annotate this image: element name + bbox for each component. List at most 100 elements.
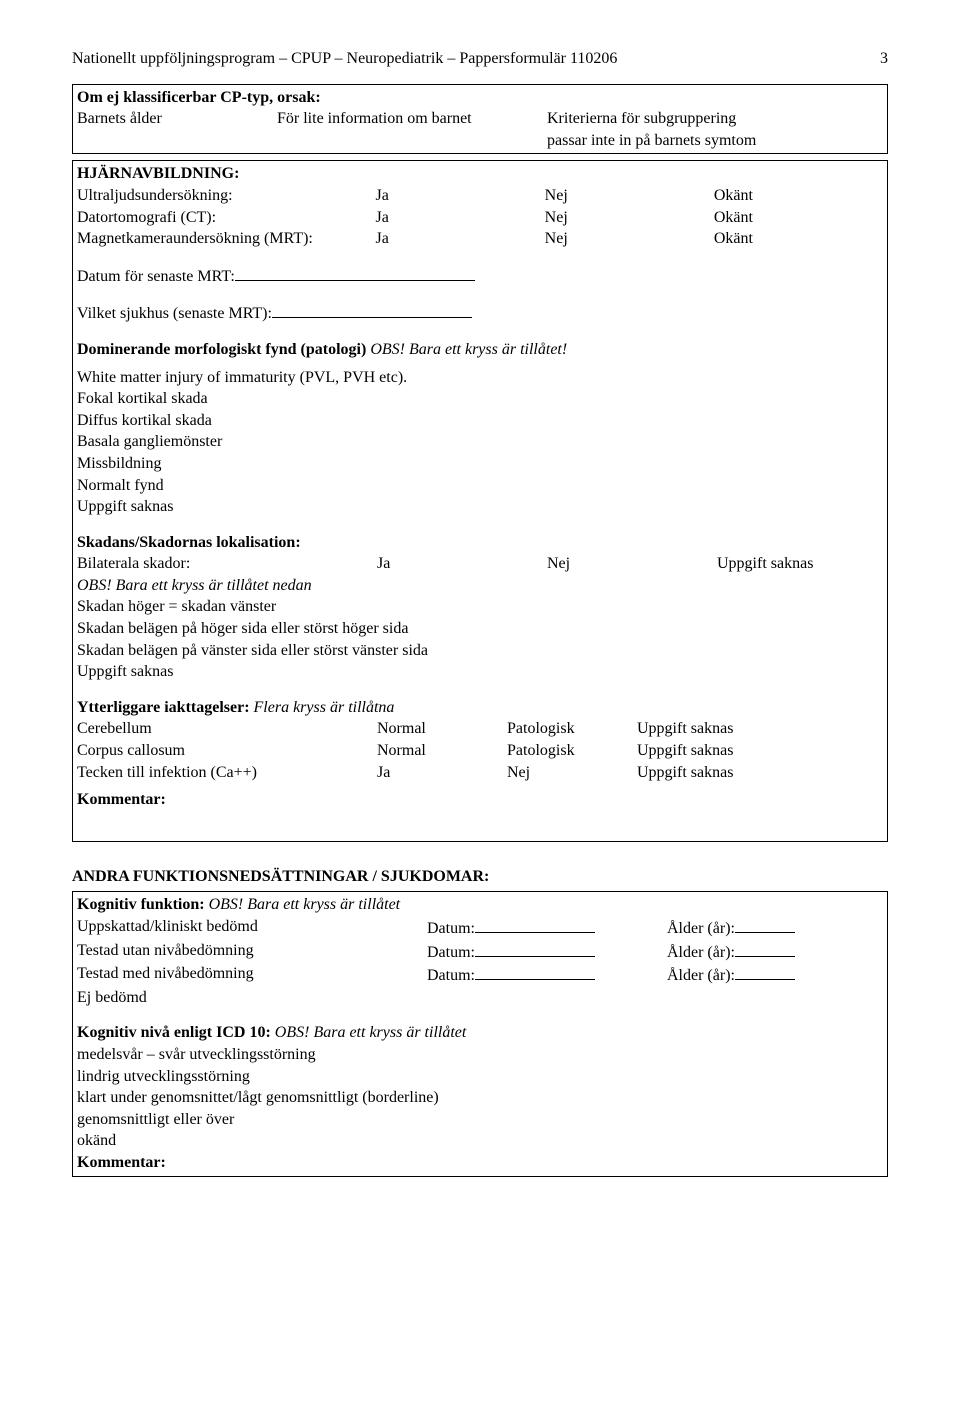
cp-reason-age[interactable]: Barnets ålder bbox=[77, 108, 277, 151]
ultrasound-okant[interactable]: Okänt bbox=[714, 185, 883, 207]
corpus-patologisk[interactable]: Patologisk bbox=[507, 740, 637, 762]
brain-imaging-heading: HJÄRNAVBILDNING: bbox=[77, 163, 883, 185]
brain-imaging-comment-label: Kommentar: bbox=[77, 789, 883, 811]
other-dysfunctions-heading: ANDRA FUNKTIONSNEDSÄTTNINGAR / SJUKDOMAR… bbox=[72, 866, 888, 888]
page-number: 3 bbox=[880, 48, 888, 70]
morphology-option-5[interactable]: Normalt fynd bbox=[77, 475, 883, 497]
row-bilateral: Bilaterala skador: Ja Nej Uppgift saknas bbox=[77, 553, 883, 575]
cp-reason-criteria-line2: passar inte in på barnets symtom bbox=[547, 130, 883, 152]
ct-label: Datortomografi (CT): bbox=[77, 207, 376, 229]
cog-r1-label[interactable]: Uppskattad/kliniskt bedömd bbox=[77, 916, 427, 940]
bilateral-nej[interactable]: Nej bbox=[547, 553, 717, 575]
corpus-normal[interactable]: Normal bbox=[377, 740, 507, 762]
latest-mrt-date-row: Datum för senaste MRT: bbox=[77, 264, 883, 288]
icd-option-1[interactable]: lindrig utvecklingsstörning bbox=[77, 1066, 883, 1088]
morphology-options-list: White matter injury of immaturity (PVL, … bbox=[77, 367, 883, 518]
obs-one-below: OBS! Bara ett kryss är tillåtet nedan bbox=[77, 575, 883, 597]
morphology-option-0[interactable]: White matter injury of immaturity (PVL, … bbox=[77, 367, 883, 389]
cerebellum-patologisk[interactable]: Patologisk bbox=[507, 718, 637, 740]
bilateral-uppgift[interactable]: Uppgift saknas bbox=[717, 553, 813, 575]
morphology-heading: Dominerande morfologiskt fynd (patologi) bbox=[77, 341, 370, 358]
further-heading-row: Ytterliggare iakttagelser: Flera kryss ä… bbox=[77, 697, 883, 719]
ultrasound-nej[interactable]: Nej bbox=[545, 185, 714, 207]
cp-heading: Om ej klassificerbar CP-typ, orsak: bbox=[77, 87, 883, 109]
cog-r1-datum-label: Datum: bbox=[427, 920, 475, 937]
brain-imaging-box: HJÄRNAVBILDNING: Ultraljudsundersökning:… bbox=[72, 160, 888, 841]
morphology-heading-row: Dominerande morfologiskt fynd (patologi)… bbox=[77, 339, 883, 361]
mrt-nej[interactable]: Nej bbox=[545, 228, 714, 250]
cognitive-comment-label: Kommentar: bbox=[77, 1152, 883, 1174]
infection-nej[interactable]: Nej bbox=[507, 762, 637, 784]
mrt-okant[interactable]: Okänt bbox=[714, 228, 883, 250]
location-option-1[interactable]: Skadan belägen på höger sida eller störs… bbox=[77, 618, 883, 640]
morphology-option-2[interactable]: Diffus kortikal skada bbox=[77, 410, 883, 432]
cog-row-2: Testad utan nivåbedömning Datum: Ålder (… bbox=[77, 940, 883, 964]
cog-r3-label[interactable]: Testad med nivåbedömning bbox=[77, 963, 427, 987]
latest-mrt-date-input[interactable] bbox=[235, 264, 475, 281]
row-ultrasound: Ultraljudsundersökning: Ja Nej Okänt bbox=[77, 185, 883, 207]
location-option-0[interactable]: Skadan höger = skadan vänster bbox=[77, 596, 883, 618]
location-option-2[interactable]: Skadan belägen på vänster sida eller stö… bbox=[77, 640, 883, 662]
cog-r1-alder-input[interactable] bbox=[735, 916, 795, 933]
cognitive-box: Kognitiv funktion: OBS! Bara ett kryss ä… bbox=[72, 891, 888, 1176]
cp-reason-little-info[interactable]: För lite information om barnet bbox=[277, 108, 547, 151]
page-header: Nationellt uppföljningsprogram – CPUP – … bbox=[72, 48, 888, 70]
cerebellum-normal[interactable]: Normal bbox=[377, 718, 507, 740]
morphology-option-3[interactable]: Basala gangliemönster bbox=[77, 431, 883, 453]
row-corpus: Corpus callosum Normal Patologisk Uppgif… bbox=[77, 740, 883, 762]
latest-mrt-hospital-input[interactable] bbox=[272, 301, 472, 318]
location-option-3[interactable]: Uppgift saknas bbox=[77, 661, 883, 683]
row-cerebellum: Cerebellum Normal Patologisk Uppgift sak… bbox=[77, 718, 883, 740]
latest-mrt-hospital-row: Vilket sjukhus (senaste MRT): bbox=[77, 301, 883, 325]
cerebellum-uppgift[interactable]: Uppgift saknas bbox=[637, 718, 733, 740]
cog-r4-label[interactable]: Ej bedömd bbox=[77, 987, 883, 1009]
cp-reasons-row: Barnets ålder För lite information om ba… bbox=[77, 108, 883, 151]
cog-row-3: Testad med nivåbedömning Datum: Ålder (å… bbox=[77, 963, 883, 987]
further-heading: Ytterliggare iakttagelser: bbox=[77, 699, 254, 716]
cog-r3-datum-label: Datum: bbox=[427, 967, 475, 984]
mrt-ja[interactable]: Ja bbox=[376, 228, 545, 250]
cog-r1-datum-input[interactable] bbox=[475, 916, 595, 933]
ct-ja[interactable]: Ja bbox=[376, 207, 545, 229]
cog-r2-alder-label: Ålder (år): bbox=[667, 944, 735, 961]
cog-r2-label[interactable]: Testad utan nivåbedömning bbox=[77, 940, 427, 964]
row-mrt: Magnetkameraundersökning (MRT): Ja Nej O… bbox=[77, 228, 883, 250]
morphology-option-1[interactable]: Fokal kortikal skada bbox=[77, 388, 883, 410]
infection-uppgift[interactable]: Uppgift saknas bbox=[637, 762, 733, 784]
further-obs: Flera kryss är tillåtna bbox=[254, 699, 395, 716]
corpus-uppgift[interactable]: Uppgift saknas bbox=[637, 740, 733, 762]
morphology-option-4[interactable]: Missbildning bbox=[77, 453, 883, 475]
row-ct: Datortomografi (CT): Ja Nej Okänt bbox=[77, 207, 883, 229]
cog-r2-datum-label: Datum: bbox=[427, 944, 475, 961]
icd-heading-row: Kognitiv nivå enligt ICD 10: OBS! Bara e… bbox=[77, 1022, 883, 1044]
latest-mrt-date-label: Datum för senaste MRT: bbox=[77, 268, 235, 285]
icd-option-0[interactable]: medelsvår – svår utvecklingsstörning bbox=[77, 1044, 883, 1066]
icd-option-3[interactable]: genomsnittligt eller över bbox=[77, 1109, 883, 1131]
cog-r1-alder-label: Ålder (år): bbox=[667, 920, 735, 937]
icd-option-4[interactable]: okänd bbox=[77, 1130, 883, 1152]
header-title: Nationellt uppföljningsprogram – CPUP – … bbox=[72, 48, 617, 70]
cerebellum-label: Cerebellum bbox=[77, 718, 377, 740]
cognitive-heading-row: Kognitiv funktion: OBS! Bara ett kryss ä… bbox=[77, 894, 883, 916]
morphology-option-6[interactable]: Uppgift saknas bbox=[77, 496, 883, 518]
bilateral-label: Bilaterala skador: bbox=[77, 553, 377, 575]
ultrasound-ja[interactable]: Ja bbox=[376, 185, 545, 207]
icd-obs: OBS! Bara ett kryss är tillåtet bbox=[275, 1024, 467, 1041]
bilateral-ja[interactable]: Ja bbox=[377, 553, 547, 575]
cog-r2-datum-input[interactable] bbox=[475, 940, 595, 957]
ct-nej[interactable]: Nej bbox=[545, 207, 714, 229]
cog-r3-alder-input[interactable] bbox=[735, 963, 795, 980]
cog-r3-datum-input[interactable] bbox=[475, 963, 595, 980]
corpus-label: Corpus callosum bbox=[77, 740, 377, 762]
cog-r3-alder-label: Ålder (år): bbox=[667, 967, 735, 984]
icd-option-2[interactable]: klart under genomsnittet/lågt genomsnitt… bbox=[77, 1087, 883, 1109]
ct-okant[interactable]: Okänt bbox=[714, 207, 883, 229]
icd-options-list: medelsvår – svår utvecklingsstörninglind… bbox=[77, 1044, 883, 1152]
morphology-obs: OBS! Bara ett kryss är tillåtet! bbox=[370, 341, 567, 358]
cognitive-obs: OBS! Bara ett kryss är tillåtet bbox=[209, 896, 401, 913]
mrt-label: Magnetkameraundersökning (MRT): bbox=[77, 228, 376, 250]
cognitive-heading: Kognitiv funktion: bbox=[77, 896, 209, 913]
cog-row-1: Uppskattad/kliniskt bedömd Datum: Ålder … bbox=[77, 916, 883, 940]
cog-r2-alder-input[interactable] bbox=[735, 940, 795, 957]
infection-ja[interactable]: Ja bbox=[377, 762, 507, 784]
